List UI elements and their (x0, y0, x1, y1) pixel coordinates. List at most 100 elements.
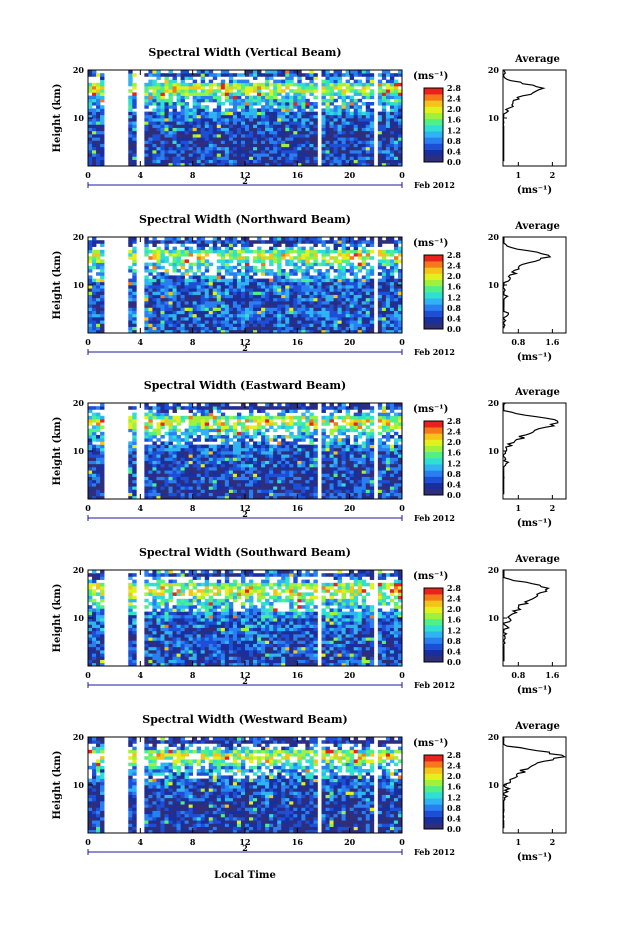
heatmap-cell (144, 137, 149, 141)
heatmap-cell (232, 140, 238, 144)
heatmap-cell (393, 256, 399, 260)
x-tick-label: 12 (239, 337, 250, 347)
heatmap-cell (228, 130, 234, 135)
heatmap-cell (313, 317, 318, 321)
heatmap-cell (168, 422, 173, 426)
heatmap-cell (172, 121, 177, 125)
heatmap-cell (281, 492, 286, 497)
heatmap-cell (361, 159, 367, 164)
heatmap-cell (273, 457, 278, 461)
heatmap-cell (236, 262, 242, 267)
heatmap-cell (228, 317, 234, 321)
heatmap-cell (100, 272, 105, 276)
heatmap-cell (257, 454, 262, 458)
x-tick-label: 4 (138, 170, 144, 180)
heatmap-cell (236, 320, 242, 324)
heatmap-cell (369, 140, 375, 144)
heatmap-cell (240, 431, 246, 436)
heatmap-cell (305, 265, 310, 270)
heatmap-cell (309, 76, 314, 80)
heatmap-cell (92, 406, 97, 410)
heatmap-cell (249, 492, 254, 497)
colorbar-tick-label: 0.0 (447, 157, 461, 167)
heatmap-cell (220, 460, 226, 465)
heatmap-cell (305, 127, 310, 132)
heatmap-cell (345, 140, 351, 144)
heatmap-cell (152, 441, 157, 445)
profile-y-tick-label: 10 (488, 113, 500, 123)
heatmap-cell (128, 476, 133, 481)
heatmap-cell (281, 256, 286, 260)
heatmap-cell (160, 486, 165, 490)
heatmap-cell (236, 249, 242, 254)
heatmap-cell (164, 422, 169, 426)
heatmap-cell (236, 240, 242, 244)
heatmap-cell (397, 288, 403, 292)
heatmap-cell (148, 288, 153, 292)
heatmap-cell (148, 483, 153, 487)
heatmap-cell (397, 272, 403, 276)
heatmap-cell (277, 89, 282, 93)
heatmap-cell (240, 492, 246, 497)
heatmap-cell (236, 444, 242, 449)
heatmap-cell (337, 92, 342, 96)
heatmap-cell (357, 262, 363, 267)
heatmap-cell (200, 278, 206, 283)
heatmap-cell (88, 483, 93, 487)
heatmap-cell (92, 317, 97, 321)
heatmap-cell (397, 140, 403, 144)
heatmap-cell (172, 323, 177, 327)
heatmap-cell (301, 275, 306, 279)
heatmap-cell (144, 253, 149, 257)
heatmap-cell (208, 275, 214, 279)
heatmap-cell (148, 479, 153, 484)
heatmap-cell (180, 310, 185, 315)
heatmap-cell (281, 476, 286, 481)
heatmap-cell (321, 256, 326, 260)
heatmap-cell (345, 156, 351, 160)
heatmap-cell (305, 463, 310, 468)
heatmap-cell (236, 476, 242, 481)
heatmap-cell (385, 121, 391, 125)
heatmap-cell (216, 329, 222, 334)
heatmap-cell (180, 460, 185, 465)
heatmap-cell (100, 124, 105, 128)
heatmap-cell (176, 483, 181, 487)
heatmap-cell (381, 159, 387, 164)
heatmap-cell (188, 140, 194, 144)
heatmap-cell (232, 237, 238, 241)
heatmap-cell (148, 114, 153, 119)
heatmap-cell (148, 137, 153, 141)
heatmap-cell (184, 253, 189, 257)
heatmap-cell (92, 134, 97, 138)
heatmap-cell (261, 406, 266, 410)
heatmap-cell (96, 150, 101, 154)
heatmap-cell (321, 275, 326, 279)
heatmap-cell (377, 259, 383, 263)
heatmap-cell (88, 304, 93, 308)
heatmap-cell (172, 317, 177, 321)
heatmap-cell (128, 492, 133, 497)
heatmap-cell (172, 409, 177, 413)
heatmap-cell (224, 118, 230, 122)
heatmap-cell (305, 237, 310, 241)
heatmap-cell (208, 118, 214, 122)
heatmap-cell (168, 249, 173, 254)
heatmap-cell (301, 259, 306, 263)
heatmap-cell (160, 162, 165, 167)
heatmap-cell (261, 265, 266, 270)
heatmap-cell (337, 265, 342, 270)
heatmap-cell (349, 102, 355, 106)
heatmap-cell (269, 291, 274, 295)
heatmap-cell (232, 486, 238, 490)
heatmap-cell (148, 256, 153, 260)
heatmap-cell (245, 162, 250, 167)
heatmap-cell (92, 256, 97, 260)
heatmap-cell (397, 156, 403, 160)
heatmap-cell (100, 118, 105, 122)
heatmap-cell (281, 457, 286, 461)
heatmap-cell (232, 253, 238, 257)
heatmap-cell (180, 73, 185, 77)
heatmap-cell (281, 253, 286, 257)
heatmap-cell (261, 492, 266, 497)
